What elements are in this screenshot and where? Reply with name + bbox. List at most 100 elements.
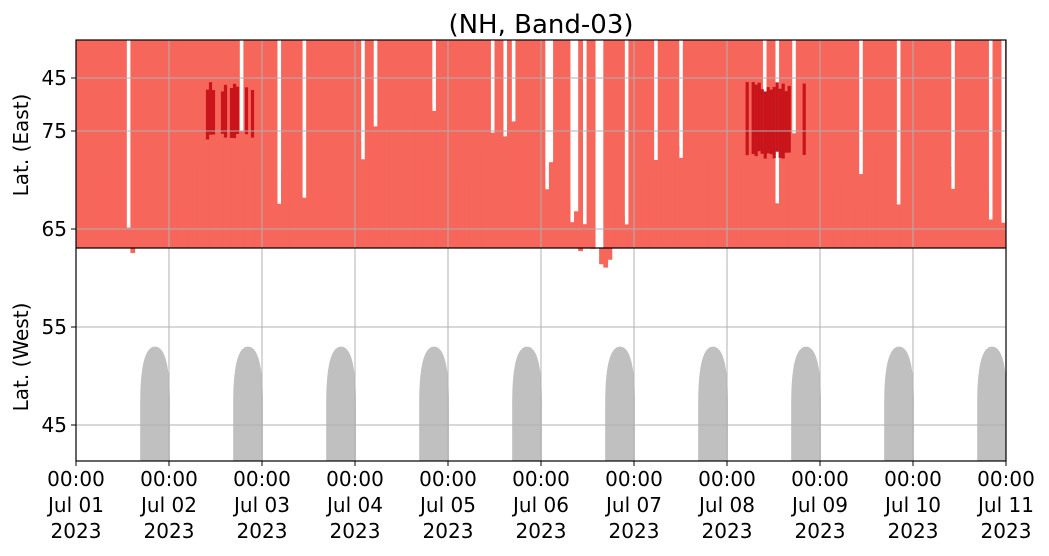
activity-east [314,40,320,249]
activity-east [80,40,85,248]
activity-east [946,40,952,248]
activity-west [963,197,969,248]
activity-east [615,40,621,248]
activity-east [741,40,747,248]
activity-west [728,148,734,248]
activity-west [101,170,106,248]
activity-east [632,40,638,248]
activity-west [327,205,332,248]
activity-east [155,40,161,249]
activity-east [682,40,688,249]
activity-east [720,40,726,248]
activity-east [268,40,274,249]
x-tick-label: 00:00 [512,467,570,491]
activity-west [314,217,320,248]
x-tick-label: Jul 05 [418,493,476,517]
activity-east [963,40,969,248]
activity-east [984,40,989,249]
activity-west [946,166,952,248]
y-axis-label-west: Lat. (West) [9,303,33,412]
activity-east [92,40,98,248]
activity-core-west-5 [232,83,237,139]
activity-east [804,40,809,249]
activity-east [716,40,722,248]
activity-east [130,40,136,248]
activity-west [783,155,789,248]
activity-east [712,40,717,248]
activity-west [628,222,634,248]
activity-west [96,173,102,248]
activity-east [578,40,583,249]
activity-east [904,40,910,248]
activity-east [318,40,324,249]
activity-west [540,180,546,248]
activity-west [753,149,759,248]
sun-lobe-west-17 [791,346,821,461]
activity-east [636,40,642,249]
y-tick-label-west: 65 [42,217,67,241]
activity-core-west-5 [235,86,240,134]
activity-core-west-5 [205,89,210,140]
activity-east [486,40,491,248]
activity-east [942,40,948,248]
activity-west [297,195,303,248]
activity-east [887,40,893,249]
activity-west [76,142,81,248]
activity-east [728,40,734,248]
activity-east [461,40,466,248]
activity-west [465,176,470,248]
activity-east [398,40,404,249]
x-tick-label: 00:00 [884,467,942,491]
activity-core-west-6 [760,89,764,154]
activity-west [285,188,291,248]
activity-west [117,205,123,248]
activity-east [335,40,341,249]
activity-east [168,40,173,249]
activity-east [101,40,106,248]
sun-lobe-west-18 [884,346,914,461]
activity-east [306,40,311,248]
activity-core-west-6 [745,82,749,156]
activity-west [716,183,722,248]
activity-west [490,132,496,248]
activity-west [301,197,307,248]
activity-east [875,40,881,248]
activity-west [779,161,784,248]
activity-east [151,40,157,249]
activity-west [226,101,232,248]
activity-east [640,40,646,248]
x-tick-label: 00:00 [977,467,1035,491]
activity-west [661,156,667,248]
activity-west [414,114,420,249]
activity-core-west-5 [211,90,216,135]
activity-east [122,40,127,248]
activity-east [628,40,634,248]
activity-east [540,40,546,248]
activity-core-west-6 [763,91,767,159]
activity-east [322,40,328,249]
x-tick-label: 00:00 [326,467,384,491]
activity-west [900,166,906,248]
activity-east [289,40,295,248]
activity-west [230,114,236,248]
activity-east [929,40,935,248]
activity-east [959,40,964,248]
activity-east [892,40,897,248]
activity-west [511,121,517,248]
activity-east [465,40,470,249]
activity-west [536,144,542,248]
activity-west [640,183,646,248]
activity-east [327,40,332,248]
activity-west [289,160,295,248]
activity-east [272,40,278,248]
activity-west [343,158,349,248]
activity-east [816,40,822,248]
sun-lobe-west-15 [605,346,635,461]
sun-lobe-east-3 [383,1,411,40]
activity-west [168,187,173,248]
activity-west [988,219,994,248]
sun-lobe-west-19 [977,346,1006,461]
activity-east [812,40,818,248]
activity-west [687,139,692,248]
